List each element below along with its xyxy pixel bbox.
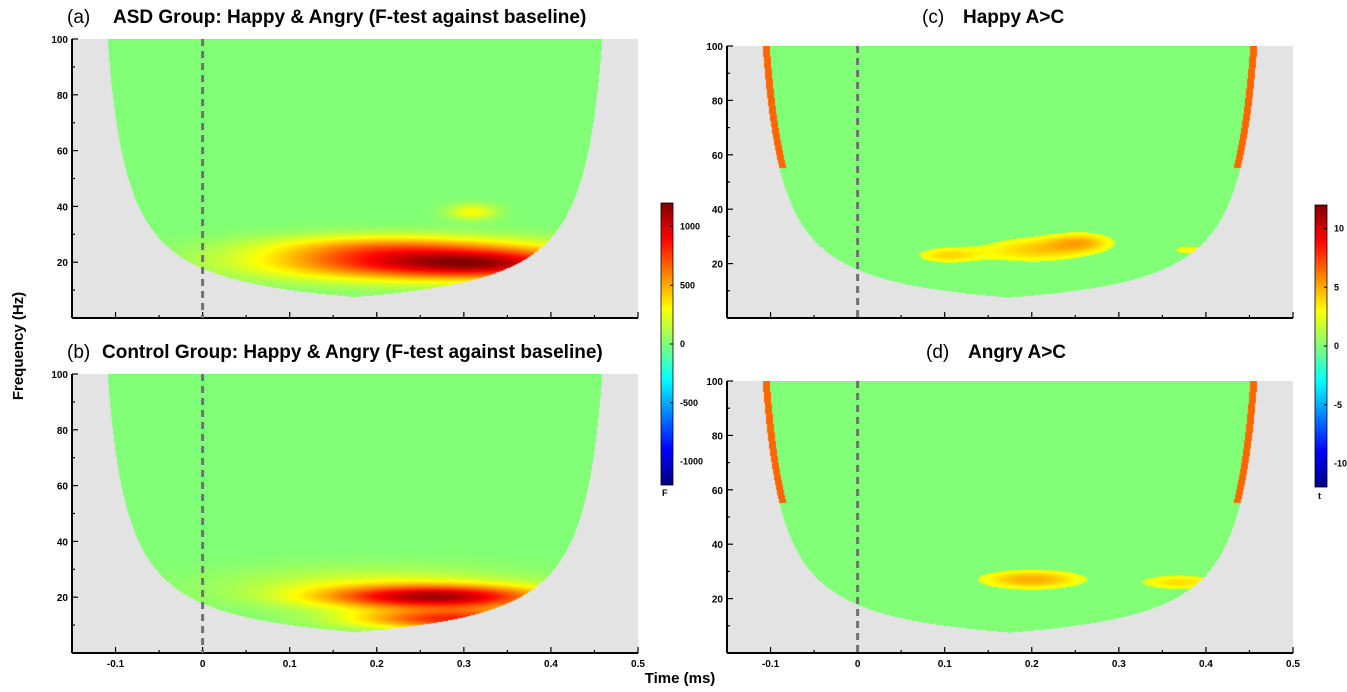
colorbar-f: 1000 500 0 -500 -1000 F bbox=[660, 202, 703, 498]
panel-d-heatmap-frame bbox=[727, 381, 1293, 653]
panel-d-axes: 20 40 60 80 100 -0.1 0 0.1 0.2 0.3 0.4 0.5 bbox=[706, 377, 1300, 670]
colorbar-f-label: F bbox=[662, 488, 668, 498]
panel-d-y-tick-label: 100 bbox=[706, 377, 723, 388]
panel-d-heatmap bbox=[727, 381, 1293, 653]
colorbar-f-tick-label: 0 bbox=[680, 339, 685, 349]
colorbar-t-tick-label: 10 bbox=[1334, 224, 1344, 234]
panel-d-label: (d) bbox=[926, 342, 949, 363]
panel-c-heatmap bbox=[727, 46, 1293, 318]
panel-d-x-tick-label: 0 bbox=[855, 659, 861, 670]
panel-b-x-tick-label: 0.5 bbox=[631, 659, 645, 670]
colorbar-t-label: t bbox=[1318, 491, 1321, 501]
colorbar-f-ticks: 1000 500 0 -500 -1000 bbox=[670, 222, 703, 467]
panel-a-label: (a) bbox=[67, 7, 90, 28]
panel-b-heatmap bbox=[72, 374, 638, 653]
panel-a-y-tick-label: 20 bbox=[57, 258, 69, 269]
panel-c-y-tick-label: 100 bbox=[706, 42, 723, 53]
panel-a-y-tick-label: 40 bbox=[57, 202, 69, 213]
panel-c-y-tick-label: 60 bbox=[712, 151, 724, 162]
panel-b-y-tick-label: 40 bbox=[57, 537, 69, 548]
panel-a-axes: 20 40 60 80 100 bbox=[51, 35, 639, 319]
panel-b-x-tick-label: 0.1 bbox=[283, 659, 297, 670]
colorbar-t-tick-label: 5 bbox=[1334, 282, 1339, 292]
x-axis-label: Time (ms) bbox=[645, 670, 716, 687]
panel-d-x-tick-label: 0.3 bbox=[1112, 659, 1126, 670]
panel-d: (d) Angry A>C 20 40 60 80 100 -0.1 0 0.1 0.2 0.3 0… bbox=[706, 342, 1300, 670]
panel-c-label: (c) bbox=[922, 7, 944, 28]
panel-a-y-tick-label: 100 bbox=[51, 35, 68, 46]
panel-b-y-tick-label: 100 bbox=[51, 370, 68, 381]
panel-d-x-tick-label: 0.4 bbox=[1199, 659, 1213, 670]
panel-b-axes: 20 40 60 80 100 -0.1 0 0.1 0.2 0.3 0.4 0.5 bbox=[51, 370, 645, 670]
colorbar-t: 10 5 0 -5 -10 t bbox=[1314, 204, 1347, 501]
colorbar-t-tick-label: -10 bbox=[1334, 459, 1347, 469]
panel-c-y-tick-label: 40 bbox=[712, 205, 724, 216]
colorbar-t-tick-label: -5 bbox=[1334, 400, 1342, 410]
panel-a-y-tick-label: 60 bbox=[57, 147, 69, 158]
colorbar-f-tick-label: 500 bbox=[680, 280, 695, 290]
panel-d-x-tick-label: 0.5 bbox=[1286, 659, 1300, 670]
panel-d-y-tick-label: 40 bbox=[712, 540, 724, 551]
colorbar-t-tick-label: 0 bbox=[1334, 341, 1339, 351]
panel-d-x-tick-label: 0.1 bbox=[938, 659, 952, 670]
panel-a-heatmap bbox=[72, 39, 638, 318]
panel-b: (b) Control Group: Happy & Angry (F-test… bbox=[51, 342, 645, 670]
colorbar-f-tick-label: -500 bbox=[680, 398, 698, 408]
panel-a-title: ASD Group: Happy & Angry (F-test against… bbox=[113, 7, 586, 28]
panel-c-y-tick-label: 20 bbox=[712, 260, 724, 271]
panel-a-y-tick-label: 80 bbox=[57, 91, 69, 102]
panel-b-x-tick-label: 0.4 bbox=[544, 659, 558, 670]
panel-b-x-tick-label: 0.3 bbox=[457, 659, 471, 670]
y-axis-label: Frequency (Hz) bbox=[10, 292, 27, 400]
panel-b-title: Control Group: Happy & Angry (F-test aga… bbox=[102, 342, 603, 363]
panel-a: (a) ASD Group: Happy & Angry (F-test aga… bbox=[51, 7, 639, 319]
panel-b-y-tick-label: 80 bbox=[57, 426, 69, 437]
panel-c-title: Happy A>C bbox=[963, 7, 1064, 28]
panel-d-title: Angry A>C bbox=[968, 342, 1066, 363]
panel-b-heatmap-frame bbox=[72, 374, 638, 653]
panel-d-x-tick-label: 0.2 bbox=[1025, 659, 1039, 670]
colorbar-f-tick-label: 1000 bbox=[680, 222, 700, 232]
panel-a-heatmap-frame bbox=[72, 39, 638, 318]
panel-b-label: (b) bbox=[67, 342, 90, 363]
colorbar-f-tick-label: -1000 bbox=[680, 457, 703, 467]
panel-b-x-tick-label: 0.2 bbox=[370, 659, 384, 670]
colorbar-t-ticks: 10 5 0 -5 -10 bbox=[1324, 224, 1347, 469]
panel-c-axes: 20 40 60 80 100 bbox=[706, 42, 1294, 319]
panel-c-heatmap-frame bbox=[727, 46, 1293, 318]
panel-b-y-tick-label: 20 bbox=[57, 593, 69, 604]
panel-d-y-tick-label: 80 bbox=[712, 431, 724, 442]
panel-c-y-tick-label: 80 bbox=[712, 96, 724, 107]
panel-d-y-tick-label: 20 bbox=[712, 595, 724, 606]
panel-b-x-tick-label: -0.1 bbox=[107, 659, 125, 670]
panel-b-y-tick-label: 60 bbox=[57, 482, 69, 493]
panel-d-x-tick-label: -0.1 bbox=[762, 659, 780, 670]
panel-d-y-tick-label: 60 bbox=[712, 486, 724, 497]
panel-c: (c) Happy A>C 20 40 60 80 100 bbox=[706, 7, 1294, 319]
panel-b-x-tick-label: 0 bbox=[200, 659, 206, 670]
